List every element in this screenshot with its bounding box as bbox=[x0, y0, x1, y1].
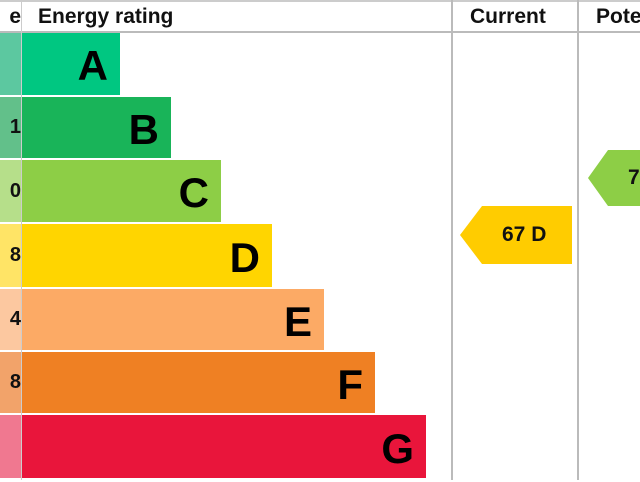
potential-arrow-shape bbox=[588, 150, 640, 206]
score-range-d: 8 bbox=[0, 224, 21, 287]
potential-rating-arrow: 7 bbox=[588, 150, 640, 206]
current-rating-arrow: 67 D bbox=[460, 206, 572, 264]
rating-bar-e: E bbox=[22, 289, 324, 350]
energy-rating-header: Energy rating bbox=[38, 5, 174, 28]
potential-header: Pote bbox=[596, 5, 640, 28]
score-range-e: 4 bbox=[0, 289, 21, 350]
column-divider bbox=[451, 0, 453, 480]
current-header: Current bbox=[470, 5, 546, 28]
current-arrow-shape bbox=[460, 206, 572, 264]
rating-bar-c: C bbox=[22, 160, 221, 222]
score-range-c: 0 bbox=[0, 160, 21, 222]
top-border bbox=[0, 0, 640, 2]
rating-bar-a: A bbox=[22, 33, 120, 95]
current-rating-label: 67 D bbox=[502, 223, 547, 246]
score-range-f: 8 bbox=[0, 352, 21, 413]
score-range-b: 1 bbox=[0, 97, 21, 158]
column-divider bbox=[577, 0, 579, 480]
potential-rating-label: 7 bbox=[628, 166, 640, 189]
score-range-a bbox=[0, 33, 21, 95]
rating-bar-f: F bbox=[22, 352, 375, 413]
score-range-g bbox=[0, 415, 21, 478]
score-header: e bbox=[9, 5, 21, 28]
column-divider bbox=[21, 0, 22, 480]
rating-bar-g: G bbox=[22, 415, 426, 478]
rating-bar-d: D bbox=[22, 224, 272, 287]
rating-bar-b: B bbox=[22, 97, 171, 158]
header-divider bbox=[0, 31, 640, 33]
